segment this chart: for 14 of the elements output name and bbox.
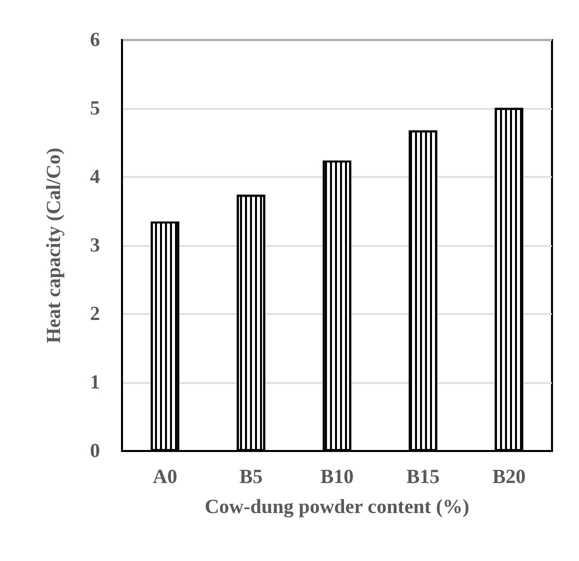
- x-tick-label: B10: [320, 466, 354, 488]
- y-tick-label: 6: [90, 29, 100, 51]
- x-tick-label: B20: [492, 466, 526, 488]
- x-tick-label: B5: [239, 466, 263, 488]
- y-tick-label: 3: [90, 234, 100, 256]
- y-tick-label: 4: [90, 166, 100, 188]
- y-tick-label: 5: [90, 98, 100, 120]
- y-axis-title: Heat capacity (Cal/Co): [43, 148, 65, 344]
- x-tick-label: B15: [406, 466, 440, 488]
- x-axis-title: Cow-dung powder content (%): [204, 496, 470, 518]
- x-tick-label: A0: [152, 466, 178, 488]
- y-tick-label: 0: [90, 440, 100, 462]
- y-tick-label: 2: [90, 303, 100, 325]
- y-tick-label: 1: [90, 372, 100, 394]
